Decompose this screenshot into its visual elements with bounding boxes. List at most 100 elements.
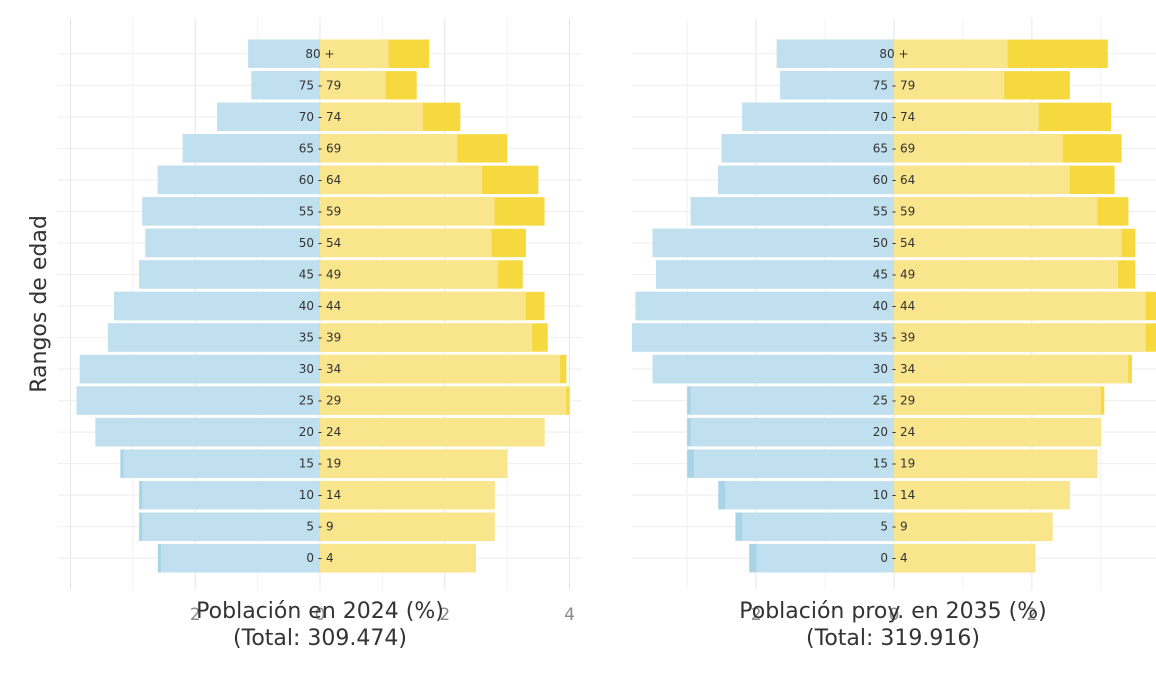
bar-left-60-64 (718, 165, 894, 195)
age-group-label: 60 - 64 (299, 173, 342, 187)
age-group-label: 70 - 74 (873, 110, 916, 124)
x-tick-label: 4 (564, 605, 575, 625)
bar-right-70-74 (320, 102, 423, 132)
age-group-label: 0 - 4 (880, 551, 907, 565)
bar-right-35-39 (894, 323, 1146, 352)
bar-left-10-14 (725, 480, 894, 510)
bar-right-5-9 (320, 512, 495, 541)
age-group-label: 20 - 24 (299, 425, 342, 439)
age-group-label: 55 - 59 (873, 204, 916, 218)
age-group-label: 15 - 19 (873, 457, 916, 471)
age-group-label: 0 - 4 (306, 551, 333, 565)
bar-right-15-19 (320, 449, 508, 478)
bar-right-40-44 (894, 291, 1146, 321)
bar-left-70-74 (217, 102, 320, 132)
age-group-label: 10 - 14 (873, 488, 916, 502)
bar-left-15-19 (694, 449, 894, 478)
bar-left-5-9 (742, 512, 894, 541)
bar-right-60-64 (894, 165, 1070, 195)
age-group-label: 35 - 39 (299, 331, 342, 345)
bar-left-25-29 (76, 386, 320, 415)
age-group-label: 70 - 74 (299, 110, 342, 124)
bar-right-65-69 (320, 134, 458, 163)
bar-left-40-44 (114, 291, 321, 321)
bar-left-20-24 (95, 417, 320, 447)
bar-left-55-59 (690, 197, 894, 226)
pyramid-panel-2035: 0 - 4 5 - 9 10 - 14 15 - 19 20 - 24 25 - 29 30… (632, 18, 1156, 651)
x-tick-label: 2 (751, 605, 762, 625)
bar-right-30-34 (894, 354, 1129, 384)
bar-left-5-9 (142, 512, 320, 541)
bar-right-0-4 (320, 544, 476, 573)
bar-left-30-34 (652, 354, 894, 384)
age-group-label: 45 - 49 (299, 267, 342, 281)
bar-left-75-79 (251, 71, 320, 100)
bar-left-10-14 (142, 480, 320, 510)
age-group-label: 40 - 44 (299, 299, 342, 313)
bar-right-50-54 (894, 228, 1122, 258)
bar-left-20-24 (690, 417, 894, 447)
bar-right-45-49 (320, 260, 498, 289)
bar-left-35-39 (107, 323, 321, 352)
bar-right-5-9 (894, 512, 1053, 541)
x-tick-label: 0 (315, 605, 326, 625)
age-group-label: 40 - 44 (873, 299, 916, 313)
bar-right-15-19 (894, 449, 1098, 478)
bar-left-55-59 (142, 197, 320, 226)
x-tick-label: 2 (1026, 605, 1037, 625)
bar-right-75-79 (894, 71, 1005, 100)
bar-left-15-19 (123, 449, 320, 478)
x-tick-label: 0 (889, 605, 900, 625)
age-group-label: 10 - 14 (299, 488, 342, 502)
x-axis-total: (Total: 309.474) (233, 626, 407, 651)
age-group-label: 65 - 69 (299, 141, 342, 155)
bar-left-65-69 (182, 134, 320, 163)
bar-right-25-29 (320, 386, 567, 415)
age-group-label: 15 - 19 (299, 457, 342, 471)
bar-left-70-74 (742, 102, 894, 132)
x-tick-label: 2 (439, 605, 450, 625)
bar-left-65-69 (721, 134, 894, 163)
bar-right-80+ (320, 39, 389, 68)
y-axis-title: Rangos de edad (27, 215, 52, 393)
bar-left-80+ (248, 39, 320, 68)
bar-left-40-44 (635, 291, 894, 321)
bar-left-75-79 (780, 71, 894, 100)
age-group-label: 30 - 34 (873, 362, 916, 376)
bar-right-30-34 (320, 354, 561, 384)
bar-right-0-4 (894, 544, 1036, 573)
bar-left-0-4 (756, 544, 894, 573)
bar-right-10-14 (320, 480, 495, 510)
bar-left-30-34 (79, 354, 320, 384)
bar-right-75-79 (320, 71, 386, 100)
age-group-label: 25 - 29 (873, 394, 916, 408)
age-group-label: 80 + (305, 47, 334, 61)
bar-right-70-74 (894, 102, 1039, 132)
bar-left-50-54 (145, 228, 320, 258)
x-axis-total: (Total: 319.916) (806, 626, 980, 651)
bar-right-10-14 (894, 480, 1070, 510)
age-group-label: 50 - 54 (873, 236, 916, 250)
age-group-label: 35 - 39 (873, 331, 916, 345)
age-group-label: 50 - 54 (299, 236, 342, 250)
bar-right-40-44 (320, 291, 526, 321)
bar-right-45-49 (894, 260, 1119, 289)
bar-left-0-4 (160, 544, 320, 573)
age-group-label: 65 - 69 (873, 141, 916, 155)
bar-left-80+ (776, 39, 894, 68)
pyramid-panel-2024: 0 - 4 5 - 9 10 - 14 15 - 19 20 - 24 25 - 29 30… (58, 18, 582, 651)
x-tick-label: 2 (190, 605, 201, 625)
bar-right-60-64 (320, 165, 483, 195)
bar-right-65-69 (894, 134, 1063, 163)
bar-left-45-49 (656, 260, 894, 289)
bar-right-55-59 (894, 197, 1098, 226)
bar-right-55-59 (320, 197, 495, 226)
age-group-label: 60 - 64 (873, 173, 916, 187)
age-group-label: 75 - 79 (299, 78, 342, 92)
age-group-label: 20 - 24 (873, 425, 916, 439)
bar-right-20-24 (320, 417, 545, 447)
age-group-label: 25 - 29 (299, 394, 342, 408)
bar-right-50-54 (320, 228, 492, 258)
